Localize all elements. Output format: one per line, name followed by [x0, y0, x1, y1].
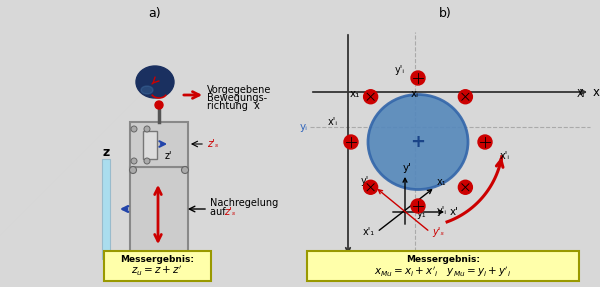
- Circle shape: [478, 135, 492, 149]
- Circle shape: [458, 180, 472, 194]
- Text: y'ᵢ: y'ᵢ: [437, 206, 447, 216]
- Ellipse shape: [136, 66, 174, 98]
- Bar: [130, 122, 188, 167]
- Text: xᵢ: xᵢ: [411, 89, 419, 99]
- Text: Vorgegebene: Vorgegebene: [207, 85, 271, 95]
- Ellipse shape: [368, 94, 468, 189]
- Text: Nachregelung: Nachregelung: [210, 198, 278, 208]
- Bar: [130, 167, 188, 262]
- Text: x: x: [593, 86, 600, 98]
- Circle shape: [364, 90, 377, 104]
- Text: x': x': [450, 207, 459, 217]
- Text: y'ᵢ: y'ᵢ: [395, 65, 405, 75]
- Text: x₁: x₁: [437, 177, 446, 187]
- Text: Bewegungs-: Bewegungs-: [207, 93, 267, 103]
- Text: y'ₛ: y'ₛ: [432, 227, 444, 237]
- Text: x'ᵢ: x'ᵢ: [500, 151, 510, 161]
- FancyBboxPatch shape: [104, 251, 211, 281]
- Text: x'ᵢ: x'ᵢ: [328, 117, 338, 127]
- Circle shape: [131, 126, 137, 132]
- Text: richtung  x: richtung x: [207, 101, 260, 111]
- Circle shape: [411, 71, 425, 85]
- Text: y'₁: y'₁: [361, 176, 373, 186]
- Text: Messergebnis:: Messergebnis:: [120, 255, 194, 265]
- Text: z'ₛ: z'ₛ: [207, 139, 218, 149]
- Ellipse shape: [141, 86, 153, 94]
- Text: z': z': [165, 151, 173, 161]
- Text: Messergebnis:: Messergebnis:: [406, 255, 480, 265]
- Bar: [102, 159, 110, 259]
- Text: y': y': [403, 163, 412, 173]
- Circle shape: [130, 166, 137, 174]
- Bar: [143, 131, 157, 159]
- Circle shape: [364, 180, 377, 194]
- Circle shape: [144, 158, 150, 164]
- Text: z: z: [103, 146, 110, 158]
- FancyBboxPatch shape: [307, 251, 579, 281]
- Text: auf: auf: [210, 207, 229, 217]
- Text: z'ₛ: z'ₛ: [224, 207, 235, 217]
- Circle shape: [411, 199, 425, 213]
- Text: yᵢ: yᵢ: [300, 122, 308, 132]
- Text: $x_{Mu} = x_i + x'_i \quad y_{Mu} = y_i + y'_i$: $x_{Mu} = x_i + x'_i \quad y_{Mu} = y_i …: [374, 265, 512, 279]
- Circle shape: [144, 126, 150, 132]
- Text: y: y: [344, 247, 352, 260]
- Circle shape: [182, 166, 188, 174]
- Circle shape: [155, 101, 163, 109]
- Circle shape: [182, 255, 188, 263]
- Circle shape: [344, 135, 358, 149]
- Circle shape: [131, 158, 137, 164]
- Text: +: +: [410, 133, 425, 151]
- Circle shape: [130, 255, 137, 263]
- Text: Xᵢ: Xᵢ: [577, 89, 585, 99]
- Circle shape: [458, 90, 472, 104]
- Text: $z_u = z + z'$: $z_u = z + z'$: [131, 264, 182, 278]
- Text: x'₁: x'₁: [363, 227, 375, 237]
- Text: x₁: x₁: [350, 89, 360, 99]
- Text: y₁: y₁: [417, 209, 427, 219]
- Text: b): b): [439, 7, 451, 20]
- Text: a): a): [149, 7, 161, 20]
